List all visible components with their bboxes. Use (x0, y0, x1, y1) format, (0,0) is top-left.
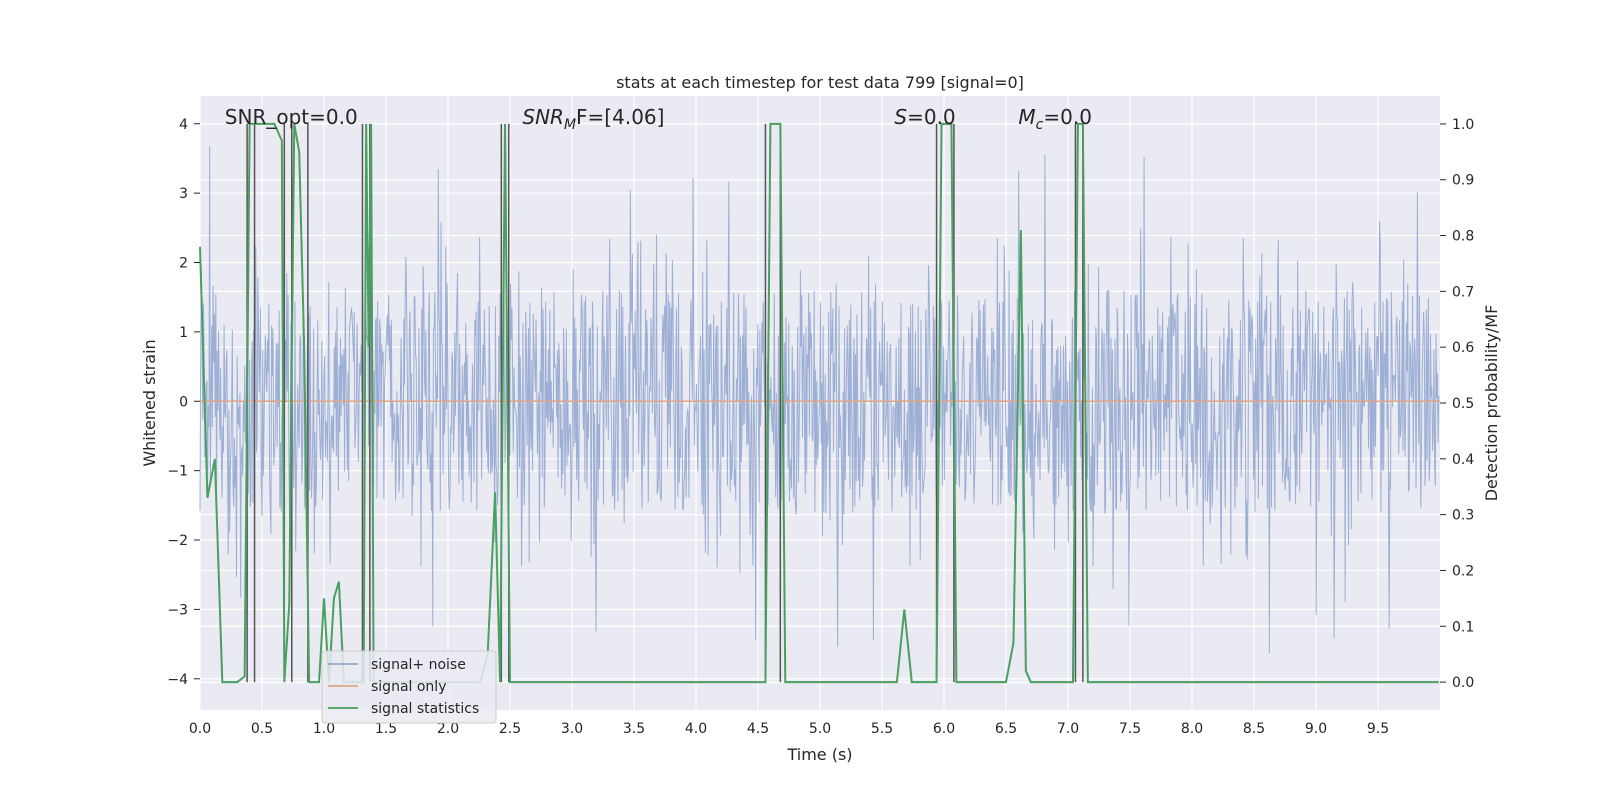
series-signal-statistics (199, 122, 1439, 684)
x-tick-label: 1.0 (313, 721, 335, 737)
y2-axis-label: Detection probability/MF (1482, 305, 1501, 502)
y-axis-label: Whitened strain (140, 339, 159, 466)
legend-label-signal-noise: signal+ noise (371, 657, 466, 673)
x-tick-label: 8.0 (1181, 721, 1203, 737)
x-tick-label: 0.5 (251, 721, 273, 737)
y2-tick-label: 0.5 (1452, 396, 1474, 412)
noise-trace (199, 146, 1440, 654)
y-tick-label: −1 (167, 464, 188, 480)
y2-tick-label: 0.8 (1452, 229, 1474, 245)
y-tick-label: 0 (179, 394, 188, 410)
x-tick-label: 0.0 (189, 721, 211, 737)
y-tick-label: 4 (179, 117, 188, 133)
x-tick-label: 8.5 (1243, 721, 1265, 737)
statistics-line (199, 122, 1439, 684)
legend: signal+ noise signal only signal statist… (321, 650, 497, 724)
x-tick-label: 6.0 (933, 721, 955, 737)
legend-box (321, 650, 497, 724)
x-axis-label: Time (s) (786, 745, 852, 764)
series-signal-noise (199, 146, 1440, 654)
x-tick-label: 3.5 (623, 721, 645, 737)
x-tick-label: 3.0 (561, 721, 583, 737)
y-tick-label: −3 (167, 602, 188, 618)
x-tick-label: 9.0 (1305, 721, 1327, 737)
legend-label-signal-statistics: signal statistics (371, 701, 479, 717)
y-tick-label: −2 (167, 533, 188, 549)
y2-tick-label: 0.7 (1452, 284, 1474, 300)
x-tick-label: 5.0 (809, 721, 831, 737)
y2-tick-label: 0.1 (1452, 619, 1474, 635)
y2-tick-label: 0.4 (1452, 452, 1474, 468)
y-tick-label: 2 (179, 256, 188, 272)
x-tick-label: 7.0 (1057, 721, 1079, 737)
y2-tick-label: 0.0 (1452, 675, 1474, 691)
legend-label-signal-only: signal only (371, 679, 446, 695)
x-tick-label: 7.5 (1119, 721, 1141, 737)
vertical-markers (246, 123, 1084, 683)
x-tick-label: 4.5 (747, 721, 769, 737)
y2-tick-label: 0.9 (1452, 173, 1474, 189)
chart-title: stats at each timestep for test data 799… (616, 73, 1024, 92)
x-tick-label: 6.5 (995, 721, 1017, 737)
y2-tick-label: 0.6 (1452, 340, 1474, 356)
annotation-snr-mf: SNRMF=[4.06] (522, 105, 664, 133)
y-tick-label: −4 (167, 672, 188, 688)
annotation-mc: Mc=0.0 (1018, 105, 1092, 133)
y2-tick-labels: 0.0 0.1 0.2 0.3 0.4 0.5 0.6 0.7 0.8 0.9 1.0 (1440, 117, 1474, 691)
x-tick-label: 2.5 (499, 721, 521, 737)
x-tick-label: 2.0 (437, 721, 459, 737)
y2-tick-label: 1.0 (1452, 117, 1474, 133)
x-tick-label: 1.5 (375, 721, 397, 737)
y-tick-label: 3 (179, 186, 188, 202)
annotation-s: S=0.0 (894, 105, 955, 129)
y-tick-label: 1 (179, 325, 188, 341)
x-tick-label: 4.0 (685, 721, 707, 737)
y2-tick-label: 0.2 (1452, 563, 1474, 579)
y-tick-labels: −4 −3 −2 −1 0 1 2 3 4 (167, 117, 200, 688)
y2-tick-label: 0.3 (1452, 508, 1474, 524)
x-tick-labels: 0.0 0.5 1.0 1.5 2.0 2.5 3.0 3.5 4.0 4.5 5.0 5.5 6.0 6… (189, 721, 1389, 737)
annotation-snr-opt: SNR_opt=0.0 (225, 105, 358, 129)
x-tick-label: 5.5 (871, 721, 893, 737)
x-tick-label: 9.5 (1367, 721, 1389, 737)
